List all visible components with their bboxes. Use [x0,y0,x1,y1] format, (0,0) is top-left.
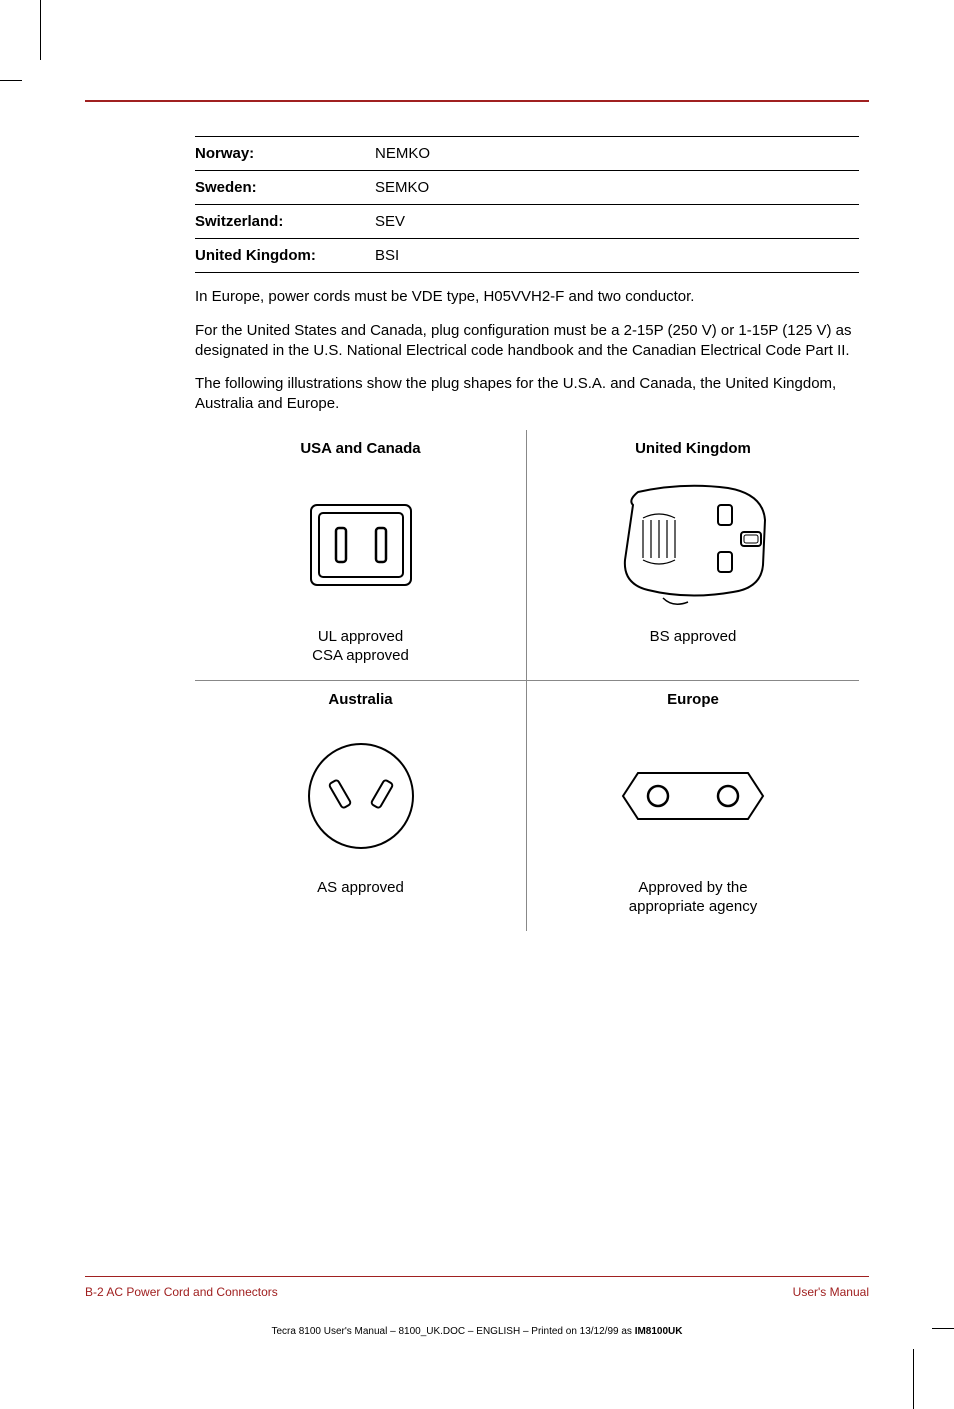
print-info-line: Tecra 8100 User's Manual – 8100_UK.DOC –… [0,1326,954,1337]
footer-rule [85,1276,869,1277]
content-area: Norway: NEMKO Sweden: SEMKO Switzerland:… [195,136,859,931]
table-row: Switzerland: SEV [195,205,859,239]
plug-grid: USA and Canada UL approved CSA approved … [195,430,859,931]
print-code: IM8100UK [635,1326,683,1337]
footer-left: B-2 AC Power Cord and Connectors [85,1285,278,1299]
plug-usa-icon [215,475,506,615]
table-row: Sweden: SEMKO [195,171,859,205]
country-cell: United Kingdom: [195,239,375,273]
plug-caption: AS approved [215,878,506,898]
agency-cell: BSI [375,239,859,273]
plug-title: Australia [215,691,506,708]
plug-title: Europe [547,691,839,708]
table-row: Norway: NEMKO [195,137,859,171]
plug-europe-icon [547,726,839,866]
paragraph: In Europe, power cords must be VDE type,… [195,287,859,307]
crop-mark [0,80,22,81]
plug-caption: BS approved [547,627,839,647]
paragraph: The following illustrations show the plu… [195,374,859,414]
page-footer: B-2 AC Power Cord and Connectors User's … [85,1276,869,1299]
table-row: United Kingdom: BSI [195,239,859,273]
agency-cell: SEV [375,205,859,239]
agency-table: Norway: NEMKO Sweden: SEMKO Switzerland:… [195,136,859,273]
page-body: Norway: NEMKO Sweden: SEMKO Switzerland:… [85,100,869,1299]
caption-line: BS approved [650,628,737,645]
country-cell: Switzerland: [195,205,375,239]
plug-cell-uk: United Kingdom BS approved [527,430,859,680]
caption-line: appropriate agency [629,898,757,915]
country-cell: Norway: [195,137,375,171]
crop-mark [913,1349,914,1409]
plug-title: USA and Canada [215,440,506,457]
caption-line: AS approved [317,879,404,896]
plug-uk-icon [547,475,839,615]
plug-caption: Approved by the appropriate agency [547,878,839,917]
print-prefix: Tecra 8100 User's Manual – 8100_UK.DOC –… [271,1326,634,1337]
plug-caption: UL approved CSA approved [215,627,506,666]
footer-right: User's Manual [793,1285,869,1299]
country-cell: Sweden: [195,171,375,205]
top-rule [85,100,869,102]
plug-title: United Kingdom [547,440,839,457]
plug-cell-australia: Australia AS approved [195,680,527,931]
plug-australia-icon [215,726,506,866]
plug-cell-europe: Europe Approved by the appropriate agenc… [527,680,859,931]
caption-line: UL approved [318,628,403,645]
agency-cell: SEMKO [375,171,859,205]
paragraph: For the United States and Canada, plug c… [195,321,859,361]
agency-cell: NEMKO [375,137,859,171]
caption-line: CSA approved [312,647,409,664]
caption-line: Approved by the [638,879,747,896]
plug-cell-usa: USA and Canada UL approved CSA approved [195,430,527,680]
crop-mark [40,0,41,60]
